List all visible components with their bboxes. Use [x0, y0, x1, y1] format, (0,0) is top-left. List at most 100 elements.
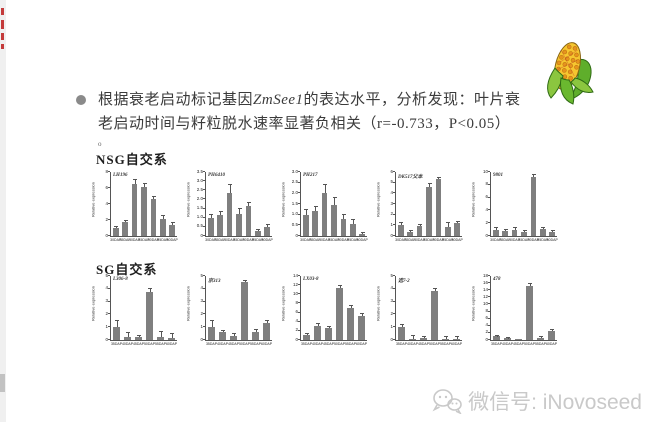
- y-tick-mark: [393, 224, 395, 226]
- x-tick-label: 50DAP: [333, 342, 346, 346]
- wechat-icon: [432, 389, 462, 414]
- x-tick-label: 55DAP: [252, 238, 264, 242]
- y-tick-label: 0.5: [291, 221, 298, 227]
- x-tick-label: 35DAP: [214, 238, 226, 242]
- error-bar: [305, 210, 307, 215]
- x-tick-label: 40DAP: [311, 342, 324, 346]
- error-bar-cap: [228, 183, 233, 185]
- error-bar-cap: [400, 324, 404, 326]
- chart-title: 京313: [208, 279, 221, 284]
- error-bar: [144, 184, 145, 188]
- error-bar-cap: [142, 183, 147, 185]
- y-tick-mark: [298, 302, 300, 304]
- bar: [504, 338, 511, 340]
- error-bar-cap: [351, 219, 356, 220]
- x-tick-label: 60DAP: [165, 342, 178, 346]
- bar: [312, 211, 319, 236]
- bar: [219, 332, 226, 340]
- y-tick-label: 16: [482, 279, 488, 285]
- error-bar-cap: [170, 333, 174, 335]
- x-tick-label: 40DAP: [216, 342, 229, 346]
- bar-chart-5: Relative expression 9801 0 2 4 6 8 10 30DAP 35DAP…: [469, 167, 561, 255]
- error-bar-cap: [513, 227, 518, 228]
- error-bar: [401, 325, 403, 328]
- y-tick-mark: [393, 275, 395, 276]
- x-tick-label: 45DAP: [512, 342, 525, 346]
- y-tick-mark: [108, 203, 110, 204]
- error-bar-cap: [332, 196, 337, 198]
- y-tick-mark: [393, 313, 395, 315]
- x-tick-label: 60DAP: [356, 238, 368, 242]
- error-bar-cap: [254, 329, 258, 331]
- plot-area: PH6410 0 0.5 1.0 1.5 2.0 2.5 3.0 3.5 30DAP 35DAP 40…: [197, 169, 273, 242]
- x-tick-label: 55DAP: [537, 238, 549, 242]
- error-bar: [267, 224, 269, 227]
- bar-chart-4: Relative expression 选7-2 0 1 2 3 4 5 35DAP 40DAP 4…: [374, 271, 466, 359]
- x-tick-label: 55DAP: [439, 342, 452, 346]
- error-bar: [524, 231, 525, 233]
- y-tick-mark: [393, 171, 395, 172]
- x-tick-label: 55DAP: [249, 342, 262, 346]
- bar: [407, 231, 414, 236]
- x-tick-label: 30DAP: [395, 238, 407, 242]
- error-bar: [514, 228, 516, 230]
- x-tick-label: 35DAP: [395, 342, 408, 346]
- error-bar: [125, 221, 127, 223]
- bar: [358, 315, 365, 340]
- bar: [530, 177, 537, 236]
- error-bar: [116, 321, 118, 328]
- error-bar: [244, 281, 246, 283]
- bar: [217, 214, 224, 236]
- bar-chart-1: Relative expression L306-8 0 1 2 3 4 5 35DAP 40DA…: [89, 271, 181, 359]
- error-bar: [457, 221, 459, 224]
- error-bar: [222, 331, 224, 333]
- y-tick-label: 4: [390, 189, 393, 195]
- error-bar: [162, 216, 164, 220]
- gene-name: ZmSee1: [253, 92, 304, 108]
- error-bar: [361, 313, 363, 316]
- error-bar-cap: [436, 176, 441, 178]
- bullet-text-after: 的表达水平，分析发现：叶片衰: [303, 92, 521, 108]
- error-bar: [220, 212, 222, 215]
- edge-red-mark: [1, 20, 4, 29]
- bar: [168, 338, 175, 340]
- y-axis-label: Relative expression: [90, 286, 96, 321]
- y-axis-label: Relative expression: [280, 182, 286, 217]
- x-tick-label: 40DAP: [224, 238, 236, 242]
- x-tick-label: 50DAP: [238, 342, 251, 346]
- x-tick-label: 40DAP: [319, 238, 331, 242]
- y-tick-mark: [393, 326, 395, 328]
- error-bar-cap: [418, 223, 423, 225]
- bar: [347, 308, 354, 340]
- y-tick-mark: [488, 331, 490, 333]
- plot-area: PH217 0 0.5 1.0 1.5 2.0 2.5 3.0 30DAP 35DAP 40DAP 4…: [292, 169, 368, 242]
- error-bar-cap: [444, 335, 448, 337]
- bar: [321, 193, 328, 236]
- y-tick-mark: [393, 203, 395, 204]
- bar: [492, 229, 499, 236]
- bar-chart-5: Relative expression 478 0 2 4 6 8 10 12 14 16 18 35D…: [469, 271, 561, 359]
- error-bar: [149, 289, 151, 292]
- error-bar: [127, 332, 129, 337]
- x-tick-label: 55DAP: [534, 342, 547, 346]
- y-tick-mark: [298, 339, 300, 340]
- bar: [230, 336, 237, 340]
- y-tick-mark: [203, 300, 205, 302]
- bar: [263, 323, 270, 340]
- error-bar: [362, 232, 364, 234]
- x-tick-label: 40DAP: [509, 238, 521, 242]
- chart-title: L306-8: [113, 277, 128, 282]
- chart-title: 478: [493, 277, 501, 282]
- plot-area: 京313 0 1 2 3 4 5 35DAP 40DAP 45DAP 50DAP 55DAP 60DAP: [200, 273, 272, 346]
- x-tick-label: 30DAP: [300, 238, 312, 242]
- y-tick-mark: [108, 219, 110, 220]
- error-bar-cap: [522, 230, 527, 232]
- error-bar: [339, 286, 341, 289]
- y-axis-label: Relative expression: [375, 182, 381, 217]
- y-tick-label: 2: [390, 211, 393, 217]
- x-tick-label: 50DAP: [143, 342, 156, 346]
- watermark-text: 微信号: iNovoseed: [468, 391, 642, 414]
- y-tick-label: 1.5: [196, 205, 203, 211]
- plot-area: LX03-8 0 2 4 6 8 10 12 14 35DAP 40DAP 45DAP 50DAP 55D…: [293, 273, 367, 346]
- x-tick-label: 45DAP: [138, 238, 150, 242]
